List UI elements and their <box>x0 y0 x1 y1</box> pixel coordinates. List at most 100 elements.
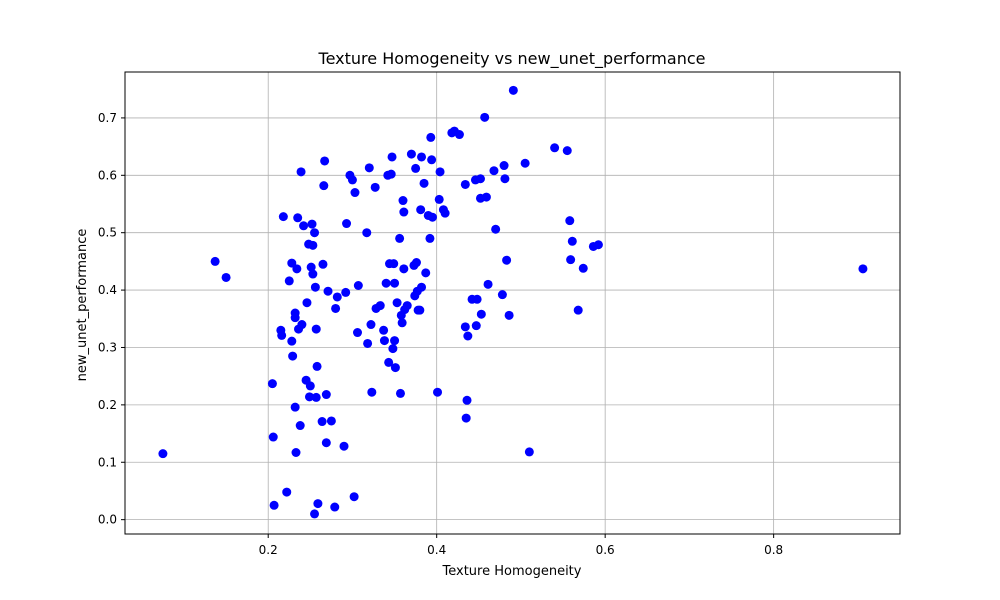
data-point <box>366 320 376 330</box>
data-point <box>427 212 437 222</box>
data-point <box>395 233 405 243</box>
data-point <box>290 313 300 323</box>
grid-lines <box>125 72 900 534</box>
data-point <box>415 305 425 315</box>
data-point <box>497 290 507 300</box>
data-point <box>388 344 398 354</box>
data-point <box>392 298 402 308</box>
x-tick-label: 0.6 <box>596 543 615 557</box>
data-point <box>504 310 514 320</box>
data-point <box>499 161 509 171</box>
data-point <box>282 487 292 497</box>
data-point <box>321 390 331 400</box>
data-point <box>292 264 302 274</box>
data-point <box>417 282 427 292</box>
data-point <box>480 112 490 122</box>
data-point <box>349 492 359 502</box>
data-point <box>440 208 450 218</box>
data-point <box>269 500 279 510</box>
axis-ticks: 0.2 0.4 0.6 0.8 0.0 0.1 0.2 0.3 0.4 0.5 0.6 0.7 <box>98 111 783 557</box>
data-point <box>326 416 336 426</box>
data-point <box>389 259 399 269</box>
data-point <box>277 330 287 340</box>
data-point <box>399 207 409 217</box>
y-tick-label: 0.1 <box>98 455 117 469</box>
data-point <box>308 240 318 250</box>
data-point <box>398 196 408 206</box>
x-axis-label: Texture Homogeneity <box>442 564 582 579</box>
data-point <box>267 379 277 389</box>
data-point <box>395 388 405 398</box>
data-point <box>483 279 493 289</box>
data-point <box>311 392 321 402</box>
data-point <box>342 219 352 229</box>
data-point <box>313 499 323 509</box>
data-point <box>318 259 328 269</box>
data-point <box>566 255 576 265</box>
data-point <box>305 381 315 391</box>
y-axis-label: new_unet_performance <box>75 229 90 382</box>
y-tick-label: 0.6 <box>98 168 117 182</box>
data-point <box>317 417 327 427</box>
data-point <box>406 149 416 159</box>
data-point <box>290 402 300 412</box>
data-point <box>332 292 342 302</box>
data-point <box>310 509 320 519</box>
data-point <box>567 236 577 246</box>
data-point <box>323 286 333 296</box>
data-point <box>508 85 518 95</box>
data-point <box>307 219 317 229</box>
data-point <box>310 228 320 238</box>
data-point <box>308 269 318 279</box>
data-point <box>299 221 309 231</box>
data-point <box>399 264 409 274</box>
y-tick-label: 0.3 <box>98 340 117 354</box>
data-point <box>268 432 278 442</box>
data-point <box>489 166 499 176</box>
chart-title: Texture Homogeneity vs new_unet_performa… <box>318 49 706 69</box>
data-point <box>390 278 400 288</box>
y-tick-label: 0.2 <box>98 398 117 412</box>
data-point <box>390 363 400 373</box>
data-point <box>284 276 294 286</box>
data-point <box>434 194 444 204</box>
data-point <box>390 336 400 346</box>
data-point <box>341 287 351 297</box>
data-point <box>158 449 168 459</box>
data-point <box>387 152 397 162</box>
data-point <box>462 395 472 405</box>
data-point <box>433 387 443 397</box>
data-point <box>375 301 385 311</box>
data-point <box>330 502 340 512</box>
data-point <box>461 413 471 423</box>
data-point <box>550 143 560 153</box>
data-point <box>319 181 329 191</box>
y-tick-label: 0.4 <box>98 283 117 297</box>
data-point <box>312 361 322 371</box>
data-point <box>397 318 407 328</box>
data-point <box>416 205 426 215</box>
y-tick-label: 0.5 <box>98 226 117 240</box>
data-point <box>367 387 377 397</box>
data-point <box>421 268 431 278</box>
data-point <box>593 240 603 250</box>
data-point <box>363 338 373 348</box>
x-tick-label: 0.8 <box>764 543 783 557</box>
data-point <box>302 298 312 308</box>
x-tick-label: 0.4 <box>427 543 446 557</box>
data-point <box>476 309 486 319</box>
data-point <box>310 282 320 292</box>
data-point <box>858 264 868 274</box>
data-point <box>295 421 305 431</box>
data-point <box>362 228 372 238</box>
data-point <box>463 331 473 341</box>
data-point <box>454 130 464 140</box>
data-point <box>350 188 360 198</box>
data-point <box>500 174 510 184</box>
data-point <box>573 305 583 315</box>
data-point <box>311 324 321 334</box>
data-points <box>158 85 868 519</box>
data-point <box>502 255 512 265</box>
